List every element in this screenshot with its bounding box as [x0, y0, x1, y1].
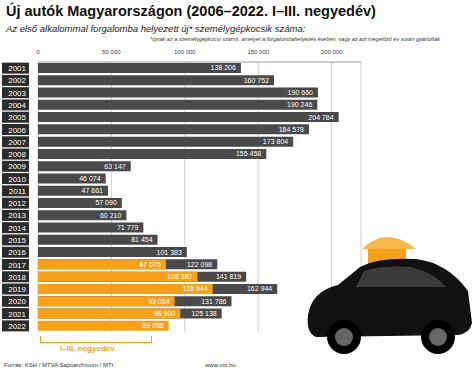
svg-text:2012: 2012 [8, 199, 26, 208]
html-text:Új autók Magyarországon (2006–: Új autók Magyarországon (2006–2022. I–II… [6, 3, 376, 19]
svg-text:108 587: 108 587 [167, 273, 192, 280]
html-text:*újnak az a személygépkocsi sz: *újnak az a személygépkocsi számít, amel… [150, 36, 441, 42]
html-text:I–III. negyedév: I–III. negyedév [60, 344, 115, 353]
svg-text:2019: 2019 [8, 285, 26, 294]
svg-text:125 138: 125 138 [191, 310, 216, 317]
svg-text:2022: 2022 [8, 322, 26, 331]
svg-text:2005: 2005 [8, 113, 26, 122]
svg-text:2021: 2021 [8, 310, 26, 319]
svg-text:57 090: 57 090 [95, 199, 117, 206]
svg-text:2008: 2008 [8, 150, 26, 159]
svg-text:2002: 2002 [8, 76, 26, 85]
svg-text:46 074: 46 074 [79, 175, 101, 182]
svg-text:71 779: 71 779 [117, 224, 139, 231]
svg-text:93 054: 93 054 [148, 298, 170, 305]
svg-text:2003: 2003 [8, 89, 26, 98]
svg-text:204 784: 204 784 [308, 114, 333, 121]
svg-text:87 075: 87 075 [139, 261, 161, 268]
svg-text:2014: 2014 [8, 224, 26, 233]
svg-text:2006: 2006 [8, 126, 26, 135]
svg-text:190 246: 190 246 [287, 101, 312, 108]
svg-text:131 786: 131 786 [201, 298, 226, 305]
svg-text:184 578: 184 578 [279, 126, 304, 133]
html-text:Forrás: KSH / MTVA Sajtóarchív: Forrás: KSH / MTVA Sajtóarchívum / MTI [4, 362, 114, 368]
svg-text:2001: 2001 [8, 64, 26, 73]
svg-text:2010: 2010 [8, 175, 26, 184]
html-text:www.mti.hu: www.mti.hu [205, 362, 236, 368]
svg-text:2016: 2016 [8, 248, 26, 257]
svg-text:47 661: 47 661 [82, 187, 104, 194]
svg-text:2007: 2007 [8, 138, 26, 147]
svg-text:63 147: 63 147 [104, 163, 126, 170]
svg-text:2015: 2015 [8, 236, 26, 245]
svg-text:190 660: 190 660 [288, 89, 313, 96]
svg-text:50 000: 50 000 [102, 49, 121, 55]
svg-text:2004: 2004 [8, 101, 26, 110]
svg-text:0: 0 [36, 49, 40, 55]
svg-text:96 900: 96 900 [154, 310, 176, 317]
svg-text:100 000: 100 000 [174, 49, 196, 55]
svg-text:118 944: 118 944 [183, 285, 208, 292]
html-text:Az első alkalommal forgalomba: Az első alkalommal forgalomba helyezett … [6, 23, 306, 34]
svg-text:200 000: 200 000 [321, 49, 343, 55]
svg-text:173 804: 173 804 [263, 138, 288, 145]
svg-text:101 383: 101 383 [157, 249, 182, 256]
svg-text:162 944: 162 944 [247, 285, 272, 292]
svg-text:150 000: 150 000 [247, 49, 269, 55]
svg-text:89 058: 89 058 [142, 322, 164, 329]
svg-text:2013: 2013 [8, 211, 26, 220]
svg-text:2009: 2009 [8, 162, 26, 171]
svg-text:138 206: 138 206 [211, 64, 236, 71]
svg-text:155 458: 155 458 [236, 150, 261, 157]
svg-text:2017: 2017 [8, 261, 26, 270]
svg-text:2020: 2020 [8, 297, 26, 306]
svg-text:2018: 2018 [8, 273, 26, 282]
svg-text:81 454: 81 454 [131, 236, 153, 243]
svg-text:60 210: 60 210 [100, 212, 122, 219]
svg-text:122 098: 122 098 [187, 261, 212, 268]
svg-text:141 819: 141 819 [216, 273, 241, 280]
svg-text:160 752: 160 752 [244, 77, 269, 84]
svg-text:2011: 2011 [9, 187, 27, 196]
